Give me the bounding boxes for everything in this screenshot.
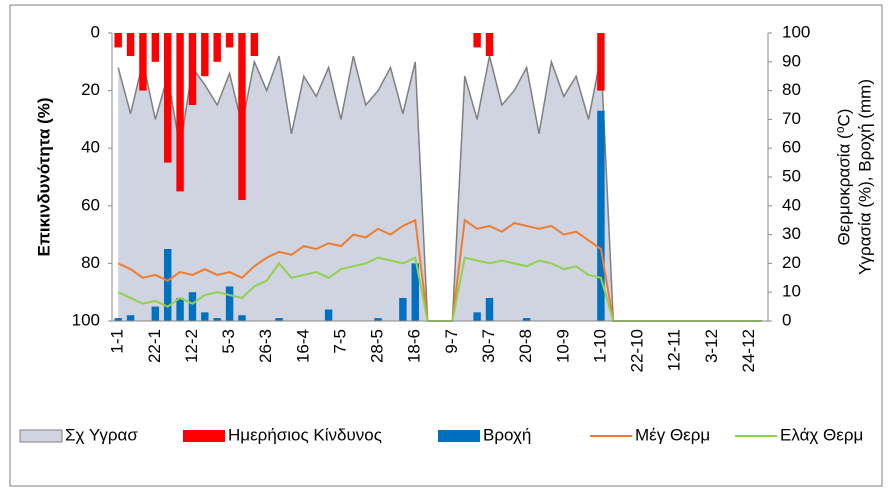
x-tick-label: 18-6	[405, 329, 424, 363]
bar	[213, 318, 221, 321]
legend-label: Βροχή	[483, 425, 531, 444]
bar	[126, 315, 135, 321]
bar	[485, 33, 494, 57]
y-axis-title: Επικινδυνότητα (%)	[34, 97, 53, 256]
y-tick-label: 60	[81, 195, 100, 214]
bar	[201, 312, 209, 321]
bar	[485, 297, 494, 321]
y2-tick-label: 60	[782, 138, 801, 157]
bar	[139, 33, 147, 91]
bar	[250, 33, 259, 57]
legend-swatch	[438, 430, 480, 442]
bar	[522, 318, 531, 321]
legend-label: Ελάχ Θερμ	[780, 425, 863, 444]
y-tick-label: 40	[81, 138, 100, 157]
y-tick-label: 0	[91, 22, 100, 41]
y2-tick-label: 10	[782, 282, 801, 301]
bar	[473, 312, 481, 321]
x-tick-label: 28-5	[368, 329, 387, 363]
bar	[225, 33, 234, 48]
bar	[324, 309, 333, 321]
y2-tick-label: 100	[782, 22, 810, 41]
bar	[151, 33, 160, 62]
y2-axis-title: Υγρασία (%), Βροχή (mm)	[855, 79, 874, 275]
y2-tick-label: 70	[782, 109, 801, 128]
bar	[473, 33, 481, 48]
y2-tick-label: 90	[782, 51, 801, 70]
x-tick-label: 10-9	[553, 329, 572, 363]
bar	[114, 33, 122, 48]
x-tick-label: 3-12	[702, 329, 721, 363]
x-tick-label: 22-10	[628, 329, 647, 372]
x-tick-label: 1-1	[108, 329, 127, 354]
bar	[238, 33, 246, 201]
y-tick-label: 80	[81, 253, 100, 272]
bar	[151, 306, 160, 321]
bar	[238, 315, 246, 321]
x-tick-label: 30-7	[479, 329, 498, 363]
y2-tick-label: 40	[782, 195, 801, 214]
bar	[163, 249, 172, 321]
bar	[114, 318, 122, 321]
legend-label: Σχ Υγρασ	[65, 425, 138, 444]
bar	[188, 33, 197, 105]
y2-tick-label: 50	[782, 166, 801, 185]
bar	[275, 318, 283, 321]
x-tick-label: 1-10	[590, 329, 609, 363]
bar	[374, 318, 382, 321]
bar	[201, 33, 209, 77]
x-tick-label: 20-8	[516, 329, 535, 363]
x-tick-label: 12-11	[665, 329, 684, 371]
x-tick-label: 24-12	[739, 329, 758, 372]
x-tick-label: 16-4	[293, 329, 312, 363]
y-tick-label: 20	[81, 80, 100, 99]
y2-tick-label: 30	[782, 224, 801, 243]
legend-swatch	[183, 430, 225, 442]
legend-swatch	[19, 429, 63, 443]
y2-tick-label: 80	[782, 80, 801, 99]
x-tick-label: 7-5	[330, 329, 349, 354]
y2-tick-label: 0	[782, 310, 791, 329]
x-tick-label: 26-3	[256, 329, 275, 363]
x-tick-label: 12-2	[182, 329, 201, 363]
legend-label: Μέγ Θερμ	[635, 425, 710, 444]
bar	[213, 33, 221, 62]
x-tick-label: 22-1	[145, 329, 164, 363]
bar	[176, 33, 184, 192]
y2-tick-label: 20	[782, 253, 801, 272]
bar	[188, 292, 197, 321]
bar	[176, 297, 184, 321]
bar	[225, 286, 234, 321]
bar	[597, 33, 605, 91]
legend-label: Ημερήσιος Κίνδυνος	[228, 425, 382, 444]
x-tick-label: 9-7	[442, 329, 461, 354]
bar	[411, 263, 419, 321]
bar	[126, 33, 135, 57]
y2-axis-title: Θερμοκρασία (⁰C)	[834, 109, 853, 246]
bar	[163, 33, 172, 163]
x-tick-label: 5-3	[219, 329, 238, 354]
bar	[399, 297, 407, 321]
y-tick-label: 100	[72, 310, 100, 329]
bar	[597, 110, 605, 321]
